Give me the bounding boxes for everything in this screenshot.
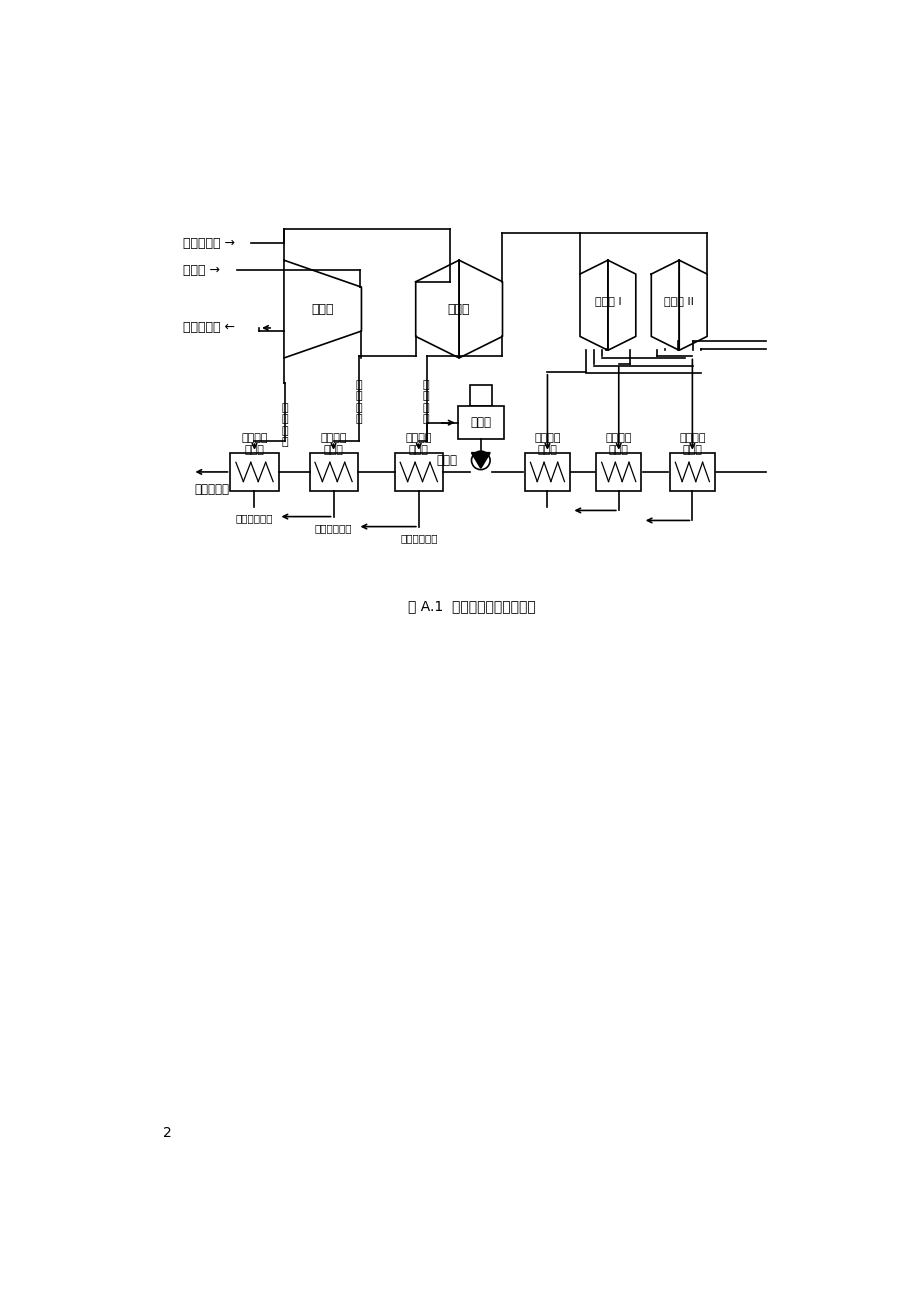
Bar xyxy=(457,406,504,439)
Text: 除氧器: 除氧器 xyxy=(470,417,491,430)
Text: 二号高加疏水: 二号高加疏水 xyxy=(314,523,352,533)
Polygon shape xyxy=(471,453,490,469)
Text: 二号高压
加热器: 二号高压 加热器 xyxy=(320,434,346,454)
Text: 中压缸: 中压缸 xyxy=(448,302,470,315)
Text: 高压缸: 高压缸 xyxy=(312,302,334,315)
Text: 热再热蒸汽 →: 热再热蒸汽 → xyxy=(183,237,235,250)
Bar xyxy=(394,453,442,491)
Text: 一号高压
加热器: 一号高压 加热器 xyxy=(241,434,267,454)
Text: 冷再热蒸汽 ←: 冷再热蒸汽 ← xyxy=(183,322,235,335)
Text: 三
级
抽
汽: 三 级 抽 汽 xyxy=(422,380,428,424)
Text: 给水去锅炉: 给水去锅炉 xyxy=(195,483,230,496)
Bar xyxy=(596,453,641,491)
Text: 主蒸汽 →: 主蒸汽 → xyxy=(183,264,220,277)
Text: 二
级
抽
汽: 二 级 抽 汽 xyxy=(355,380,361,424)
Text: 三号高压
加热器: 三号高压 加热器 xyxy=(405,434,432,454)
Text: 给水泵: 给水泵 xyxy=(437,454,457,467)
Text: 七号低压
加热器: 七号低压 加热器 xyxy=(678,434,705,454)
Text: 一
级
抽
汽: 一 级 抽 汽 xyxy=(281,402,288,448)
Text: 一号高加疏水: 一号高加疏水 xyxy=(235,513,273,522)
Text: 六号低压
加热器: 六号低压 加热器 xyxy=(605,434,631,454)
Text: 图 A.1  典型汽轮机回热系统图: 图 A.1 典型汽轮机回热系统图 xyxy=(407,600,535,613)
Bar xyxy=(525,453,569,491)
Text: 2: 2 xyxy=(163,1126,172,1139)
Text: 三号高加疏水: 三号高加疏水 xyxy=(400,533,437,543)
Bar xyxy=(231,453,278,491)
Text: 低压缸 II: 低压缸 II xyxy=(664,297,693,306)
Text: 五号低压
加热器: 五号低压 加热器 xyxy=(534,434,560,454)
Bar xyxy=(669,453,714,491)
Bar xyxy=(309,453,357,491)
Bar xyxy=(470,385,491,406)
Text: 低压缸 I: 低压缸 I xyxy=(594,297,620,306)
